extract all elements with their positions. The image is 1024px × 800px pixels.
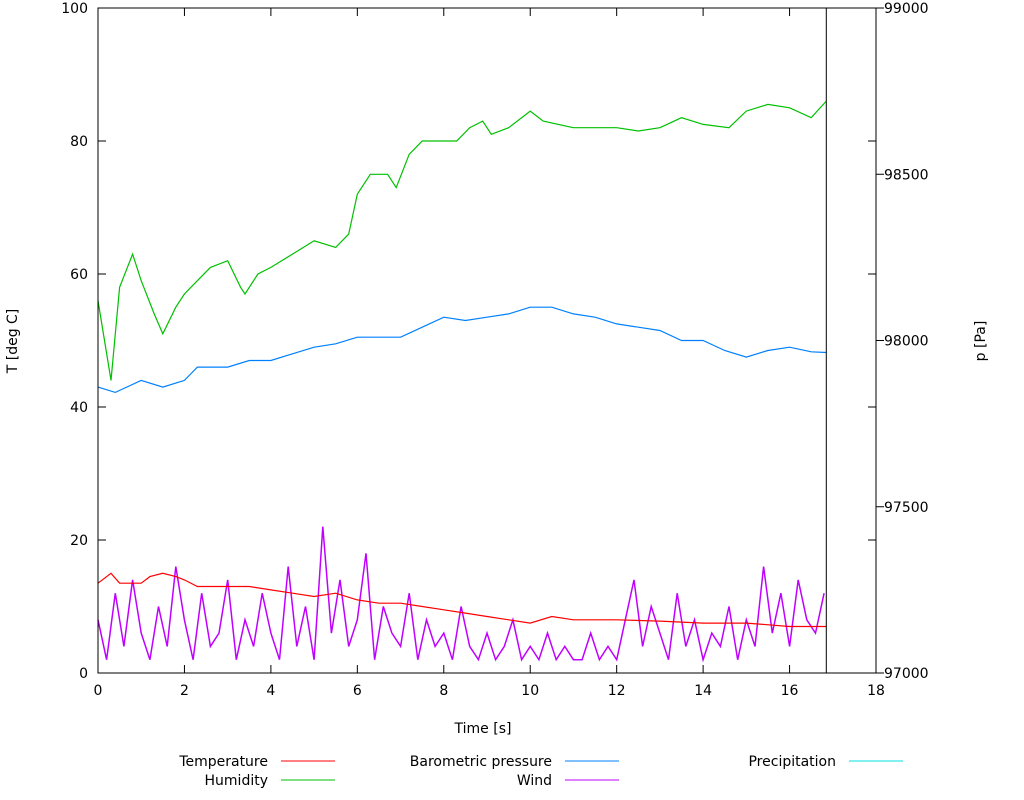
y2-tick-label: 97000	[884, 666, 929, 682]
series-humidity	[97, 100, 827, 381]
y2-axis-label: p [Pa]	[973, 321, 989, 362]
y-tick-label: 0	[79, 666, 88, 682]
legend-label: Precipitation	[748, 754, 836, 770]
y2-tick-label: 98000	[884, 334, 929, 350]
x-tick-label: 6	[353, 683, 362, 699]
y-axis-label: T [deg C]	[5, 309, 21, 375]
legend: Temperature Humidity Barometric pressure Wi…	[178, 754, 903, 789]
x-tick-label: 14	[694, 683, 712, 699]
legend-label: Barometric pressure	[410, 754, 552, 770]
series-layer	[97, 8, 827, 673]
legend-label: Humidity	[205, 773, 268, 789]
y-tick-label: 40	[70, 400, 88, 416]
y2-tick-label: 99000	[884, 1, 929, 17]
x-axis-label: Time [s]	[454, 721, 512, 737]
legend-label: Temperature	[178, 754, 268, 770]
x-tick-label: 12	[608, 683, 626, 699]
y2-tick-label: 97500	[884, 500, 929, 516]
series-temperature	[97, 572, 827, 628]
series-wind	[97, 526, 825, 663]
axes: 0 2 4 6 8 10 12 14 16 18 0 20 40 60 80 100 97000 97500 980…	[61, 1, 928, 699]
y-tick-label: 80	[70, 134, 88, 150]
x-tick-label: 2	[180, 683, 189, 699]
series-barometric-pressure	[97, 306, 827, 394]
x-tick-label: 8	[439, 683, 448, 699]
x-tick-label: 4	[266, 683, 275, 699]
y2-tick-label: 98500	[884, 167, 929, 183]
x-tick-label: 16	[781, 683, 799, 699]
y-tick-label: 20	[70, 533, 88, 549]
x-tick-label: 18	[867, 683, 885, 699]
x-tick-label: 0	[94, 683, 103, 699]
y-tick-label: 60	[70, 267, 88, 283]
y-tick-label: 100	[61, 1, 88, 17]
plot-border	[97, 7, 877, 674]
legend-label: Wind	[517, 773, 552, 789]
x-tick-label: 10	[521, 683, 539, 699]
